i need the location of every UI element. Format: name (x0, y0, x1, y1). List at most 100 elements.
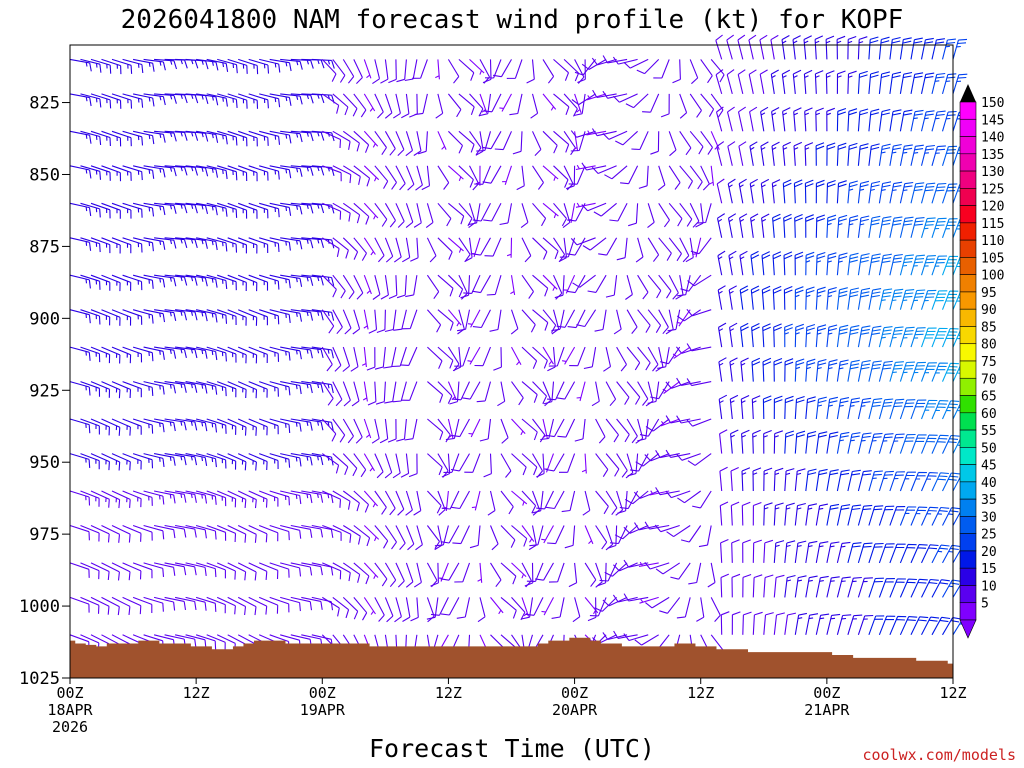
wind-barb (566, 165, 576, 190)
wind-barb (635, 237, 644, 263)
wind-barb (623, 633, 649, 642)
colorbar-segment (959, 395, 977, 414)
wind-barb (836, 324, 849, 348)
wind-barb (731, 539, 740, 563)
wind-barb (269, 453, 291, 468)
wind-barb (857, 36, 868, 60)
wind-barb (668, 202, 683, 227)
wind-barb (738, 141, 747, 166)
wind-barb (467, 346, 481, 365)
wind-barb (353, 130, 370, 153)
wind-barb (814, 35, 824, 60)
wind-barb (353, 453, 367, 478)
wind-barb (595, 453, 609, 477)
wind-barb (782, 179, 792, 204)
wind-barb (931, 145, 946, 166)
wind-barb (474, 165, 492, 185)
wind-barb (931, 506, 950, 526)
wind-barb (847, 469, 861, 492)
wind-barb (227, 130, 248, 147)
wind-barb (942, 544, 961, 564)
colorbar-label: 10 (981, 579, 997, 594)
wind-barb (458, 165, 474, 188)
colorbar-segment (959, 550, 977, 569)
wind-barb (405, 562, 414, 588)
wind-barb (332, 59, 346, 83)
wind-barb (805, 251, 815, 276)
wind-barb (290, 165, 314, 176)
wind-barb (175, 346, 198, 359)
wind-barb (69, 453, 91, 468)
wind-barb (195, 596, 217, 612)
wind-barb (521, 597, 530, 617)
wind-barb (290, 130, 314, 142)
wind-barb (143, 381, 165, 395)
wind-barb (763, 574, 774, 598)
wind-barb (899, 616, 918, 636)
wind-barb (794, 540, 807, 563)
wind-barb (679, 130, 692, 156)
wind-barb (101, 165, 122, 182)
wind-barb (363, 202, 379, 220)
wind-barb (676, 597, 691, 619)
wind-barb (216, 490, 237, 508)
wind-barb (258, 524, 279, 542)
x-tick-label: 00Z (309, 684, 336, 702)
wind-barb (404, 418, 418, 441)
wind-barb (206, 490, 227, 507)
wind-barb (437, 418, 451, 443)
wind-barb (899, 433, 916, 454)
wind-barb (889, 615, 907, 636)
wind-barb (532, 418, 546, 443)
wind-barb (680, 274, 702, 292)
wind-barb (762, 357, 772, 382)
wind-barb (384, 203, 396, 228)
wind-barb (311, 309, 335, 321)
wind-barb (132, 418, 154, 434)
wind-barb (556, 309, 576, 328)
wind-barb (616, 381, 630, 405)
wind-barb (690, 237, 712, 255)
wind-barb (731, 611, 741, 635)
wind-barb (647, 274, 662, 299)
wind-barb (322, 524, 342, 541)
colorbar-label: 60 (981, 407, 997, 422)
wind-barb (269, 490, 290, 506)
y-tick-label: 1000 (19, 597, 60, 617)
wind-barb (773, 323, 782, 348)
wind-barb (899, 543, 917, 564)
wind-barb (615, 130, 638, 146)
wind-barb (546, 381, 565, 401)
wind-barb (154, 309, 177, 322)
wind-barb (395, 165, 406, 191)
wind-barb (689, 165, 703, 190)
wind-barb (408, 453, 418, 478)
wind-barb (395, 131, 405, 156)
wind-barb (227, 274, 247, 292)
wind-barb (931, 72, 946, 95)
wind-barb (762, 323, 771, 348)
wind-barb (857, 504, 873, 526)
wind-barb (781, 35, 790, 60)
wind-barb (415, 525, 423, 551)
y-tick-label: 950 (29, 453, 60, 473)
wind-barb (511, 418, 526, 436)
credit-link[interactable]: coolwx.com/models (862, 746, 1016, 764)
wind-barb (122, 93, 144, 108)
wind-barb (545, 490, 565, 510)
wind-barb (511, 525, 528, 547)
wind-barb (332, 418, 346, 443)
wind-barb (175, 274, 198, 286)
wind-barb (594, 309, 607, 332)
wind-barb (595, 418, 606, 444)
wind-barb (878, 288, 893, 310)
wind-barb (739, 250, 748, 276)
wind-barb (899, 578, 917, 598)
wind-barb (374, 202, 388, 227)
wind-barb (321, 453, 340, 474)
wind-barb (752, 467, 762, 492)
wind-barb (425, 203, 434, 229)
colorbar-label: 120 (981, 200, 1004, 215)
wind-barb (332, 525, 352, 543)
wind-barb (367, 381, 377, 406)
